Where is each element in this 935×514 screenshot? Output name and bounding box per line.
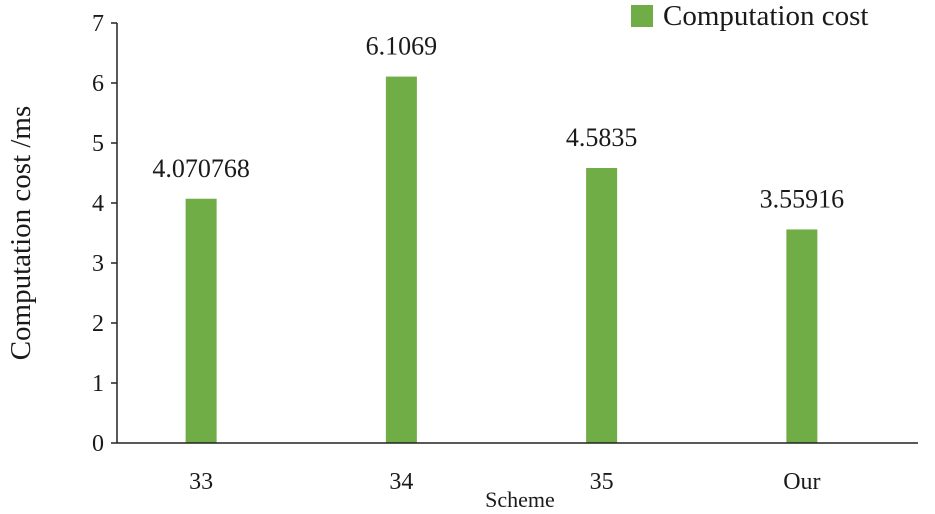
y-tick-label: 0 bbox=[92, 431, 104, 457]
x-tick-label: 35 bbox=[590, 469, 614, 495]
y-tick-label: 1 bbox=[92, 371, 104, 397]
bars bbox=[185, 76, 818, 444]
data-label: 3.55916 bbox=[760, 184, 845, 213]
data-label: 4.070768 bbox=[152, 154, 250, 183]
legend-swatch bbox=[631, 5, 653, 27]
y-axis-ticks: 0 1 2 3 4 5 6 7 bbox=[92, 11, 117, 457]
y-tick-label: 2 bbox=[92, 311, 104, 337]
y-tick-label: 4 bbox=[92, 191, 104, 217]
data-labels: 4.070768 6.1069 4.5835 3.55916 bbox=[152, 32, 844, 214]
x-tick-label: 33 bbox=[189, 469, 213, 495]
x-axis-ticks: 33 34 35 Our bbox=[189, 469, 820, 495]
y-tick-label: 7 bbox=[92, 11, 104, 37]
bar-33 bbox=[185, 198, 217, 443]
y-tick-label: 5 bbox=[92, 131, 104, 157]
y-axis-title: Computation cost /ms bbox=[5, 106, 37, 361]
legend: Computation cost bbox=[631, 0, 868, 32]
x-tick-label: 34 bbox=[389, 469, 413, 495]
data-label: 4.5835 bbox=[566, 123, 638, 152]
y-tick-label: 3 bbox=[92, 251, 104, 277]
data-label: 6.1069 bbox=[366, 32, 438, 61]
y-tick-label: 6 bbox=[92, 71, 104, 97]
legend-label: Computation cost bbox=[663, 0, 868, 32]
bar-34 bbox=[385, 76, 417, 443]
bar-our bbox=[786, 229, 818, 443]
x-tick-label: Our bbox=[783, 469, 820, 495]
x-axis-title: Scheme bbox=[485, 487, 555, 512]
bar-35 bbox=[586, 167, 618, 444]
